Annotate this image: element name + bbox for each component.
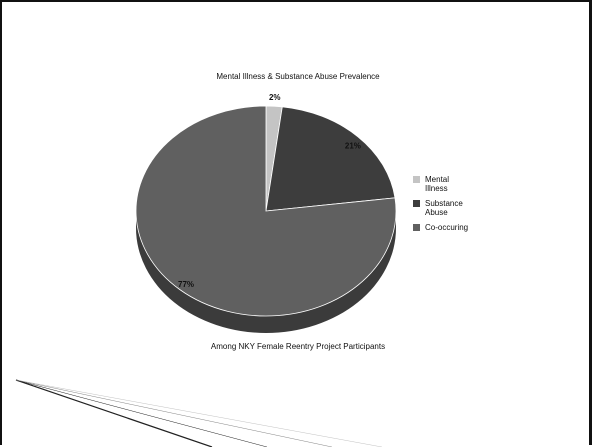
- legend-label: Mental Illness: [425, 175, 450, 193]
- legend-label: Substance Abuse: [425, 199, 463, 217]
- pie-data-labels: 2% 21% 77%: [178, 93, 361, 289]
- chart-title: Mental Illness & Substance Abuse Prevale…: [216, 72, 380, 81]
- decorative-line: [15, 379, 383, 447]
- pie-3d-sides: [136, 211, 396, 333]
- decorative-line: [15, 379, 333, 447]
- chart-legend: Mental Illness Substance Abuse Co-occuri…: [413, 175, 493, 238]
- chart-caption: Among NKY Female Reentry Project Partici…: [210, 342, 386, 351]
- data-label-substance-abuse: 21%: [345, 142, 361, 151]
- data-label-co-occuring: 77%: [178, 280, 194, 289]
- decorative-line: [15, 379, 268, 447]
- legend-item-substance-abuse: Substance Abuse: [413, 199, 493, 217]
- pie-slices: [135, 105, 397, 317]
- legend-swatch: [413, 176, 420, 183]
- legend-swatch: [413, 200, 420, 207]
- pie-slice-co-occuring: [135, 105, 397, 317]
- pie-slice-substance-abuse: [265, 106, 396, 212]
- decorative-lines: [15, 379, 383, 447]
- legend-item-co-occuring: Co-occuring: [413, 223, 493, 232]
- legend-label: Co-occuring: [425, 223, 469, 232]
- legend-swatch: [413, 224, 420, 231]
- data-label-mental-illness: 2%: [269, 93, 281, 102]
- pie-side-co-occuring: [136, 211, 396, 333]
- decorative-line: [15, 379, 213, 447]
- legend-item-mental-illness: Mental Illness: [413, 175, 493, 193]
